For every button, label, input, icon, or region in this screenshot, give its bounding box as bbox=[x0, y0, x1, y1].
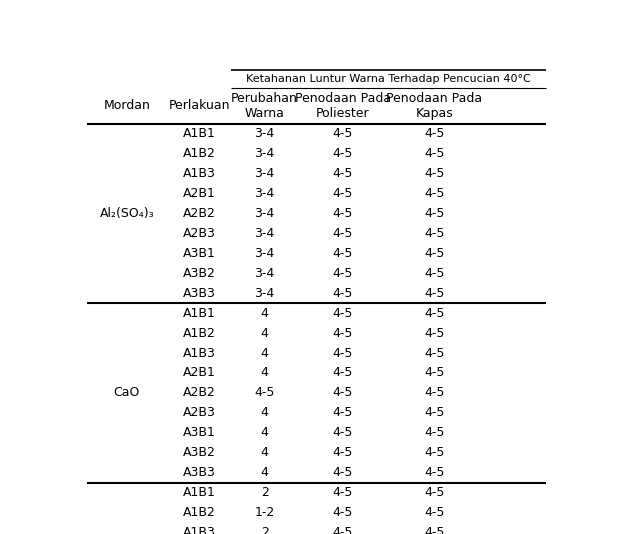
Text: 4: 4 bbox=[260, 347, 268, 359]
Text: A1B2: A1B2 bbox=[183, 506, 215, 519]
Text: 4-5: 4-5 bbox=[333, 347, 353, 359]
Text: Penodaan Pada
Poliester: Penodaan Pada Poliester bbox=[294, 92, 391, 120]
Text: A2B2: A2B2 bbox=[183, 207, 215, 220]
Text: 4-5: 4-5 bbox=[424, 247, 445, 260]
Text: 4-5: 4-5 bbox=[424, 207, 445, 220]
Text: 4-5: 4-5 bbox=[333, 366, 353, 380]
Text: A1B1: A1B1 bbox=[183, 486, 215, 499]
Text: Al₂(SO₄)₃: Al₂(SO₄)₃ bbox=[99, 207, 154, 220]
Text: A1B2: A1B2 bbox=[183, 327, 215, 340]
Text: A1B1: A1B1 bbox=[183, 127, 215, 140]
Text: 4-5: 4-5 bbox=[424, 187, 445, 200]
Text: 4-5: 4-5 bbox=[424, 387, 445, 399]
Text: 4: 4 bbox=[260, 466, 268, 479]
Text: 4-5: 4-5 bbox=[333, 426, 353, 439]
Text: 4-5: 4-5 bbox=[333, 486, 353, 499]
Text: 4-5: 4-5 bbox=[333, 227, 353, 240]
Text: 4-5: 4-5 bbox=[254, 387, 275, 399]
Text: 4-5: 4-5 bbox=[424, 227, 445, 240]
Text: A3B2: A3B2 bbox=[183, 267, 215, 280]
Text: Mordan: Mordan bbox=[104, 99, 151, 112]
Text: 4-5: 4-5 bbox=[333, 267, 353, 280]
Text: 2: 2 bbox=[260, 486, 268, 499]
Text: A2B2: A2B2 bbox=[183, 387, 215, 399]
Text: 3-4: 3-4 bbox=[254, 207, 275, 220]
Text: 1-2: 1-2 bbox=[254, 506, 275, 519]
Text: 4: 4 bbox=[260, 406, 268, 419]
Text: A3B3: A3B3 bbox=[183, 287, 215, 300]
Text: A2B1: A2B1 bbox=[183, 187, 215, 200]
Text: 3-4: 3-4 bbox=[254, 287, 275, 300]
Text: A2B3: A2B3 bbox=[183, 406, 215, 419]
Text: 3-4: 3-4 bbox=[254, 247, 275, 260]
Text: 3-4: 3-4 bbox=[254, 167, 275, 180]
Text: 4-5: 4-5 bbox=[424, 307, 445, 320]
Text: 4-5: 4-5 bbox=[333, 446, 353, 459]
Text: 4: 4 bbox=[260, 426, 268, 439]
Text: A1B1: A1B1 bbox=[183, 307, 215, 320]
Text: A1B3: A1B3 bbox=[183, 526, 215, 534]
Text: 4-5: 4-5 bbox=[333, 526, 353, 534]
Text: 4-5: 4-5 bbox=[333, 307, 353, 320]
Text: 4-5: 4-5 bbox=[424, 446, 445, 459]
Text: 4-5: 4-5 bbox=[424, 486, 445, 499]
Text: 4-5: 4-5 bbox=[424, 147, 445, 160]
Text: 2: 2 bbox=[260, 526, 268, 534]
Text: 4-5: 4-5 bbox=[333, 387, 353, 399]
Text: 4-5: 4-5 bbox=[424, 426, 445, 439]
Text: 4-5: 4-5 bbox=[333, 406, 353, 419]
Text: CaO: CaO bbox=[114, 387, 140, 399]
Text: A3B1: A3B1 bbox=[183, 426, 215, 439]
Text: 4-5: 4-5 bbox=[333, 127, 353, 140]
Text: 4-5: 4-5 bbox=[424, 526, 445, 534]
Text: 4-5: 4-5 bbox=[333, 207, 353, 220]
Text: 4-5: 4-5 bbox=[424, 366, 445, 380]
Text: 3-4: 3-4 bbox=[254, 127, 275, 140]
Text: 4-5: 4-5 bbox=[424, 466, 445, 479]
Text: 4-5: 4-5 bbox=[424, 287, 445, 300]
Text: Perubahan
Warna: Perubahan Warna bbox=[231, 92, 298, 120]
Text: A2B1: A2B1 bbox=[183, 366, 215, 380]
Text: 4-5: 4-5 bbox=[424, 127, 445, 140]
Text: 4-5: 4-5 bbox=[424, 327, 445, 340]
Text: 4-5: 4-5 bbox=[424, 347, 445, 359]
Text: 4-5: 4-5 bbox=[333, 247, 353, 260]
Text: 4-5: 4-5 bbox=[424, 267, 445, 280]
Text: 4-5: 4-5 bbox=[333, 147, 353, 160]
Text: 4-5: 4-5 bbox=[424, 167, 445, 180]
Text: 3-4: 3-4 bbox=[254, 187, 275, 200]
Text: 4-5: 4-5 bbox=[333, 187, 353, 200]
Text: 3-4: 3-4 bbox=[254, 147, 275, 160]
Text: 4-5: 4-5 bbox=[333, 287, 353, 300]
Text: A2B3: A2B3 bbox=[183, 227, 215, 240]
Text: 4-5: 4-5 bbox=[424, 506, 445, 519]
Text: Ketahanan Luntur Warna Terhadap Pencucian 40°C: Ketahanan Luntur Warna Terhadap Pencucia… bbox=[246, 74, 531, 84]
Text: 4: 4 bbox=[260, 327, 268, 340]
Text: A1B2: A1B2 bbox=[183, 147, 215, 160]
Text: A3B2: A3B2 bbox=[183, 446, 215, 459]
Text: 4-5: 4-5 bbox=[333, 466, 353, 479]
Text: Penodaan Pada
Kapas: Penodaan Pada Kapas bbox=[386, 92, 482, 120]
Text: 4: 4 bbox=[260, 307, 268, 320]
Text: 4: 4 bbox=[260, 446, 268, 459]
Text: 4-5: 4-5 bbox=[333, 327, 353, 340]
Text: 3-4: 3-4 bbox=[254, 267, 275, 280]
Text: A3B3: A3B3 bbox=[183, 466, 215, 479]
Text: 3-4: 3-4 bbox=[254, 227, 275, 240]
Text: A1B3: A1B3 bbox=[183, 167, 215, 180]
Text: A3B1: A3B1 bbox=[183, 247, 215, 260]
Text: A1B3: A1B3 bbox=[183, 347, 215, 359]
Text: 4-5: 4-5 bbox=[424, 406, 445, 419]
Text: 4: 4 bbox=[260, 366, 268, 380]
Text: Perlakuan: Perlakuan bbox=[168, 99, 230, 112]
Text: 4-5: 4-5 bbox=[333, 167, 353, 180]
Text: 4-5: 4-5 bbox=[333, 506, 353, 519]
